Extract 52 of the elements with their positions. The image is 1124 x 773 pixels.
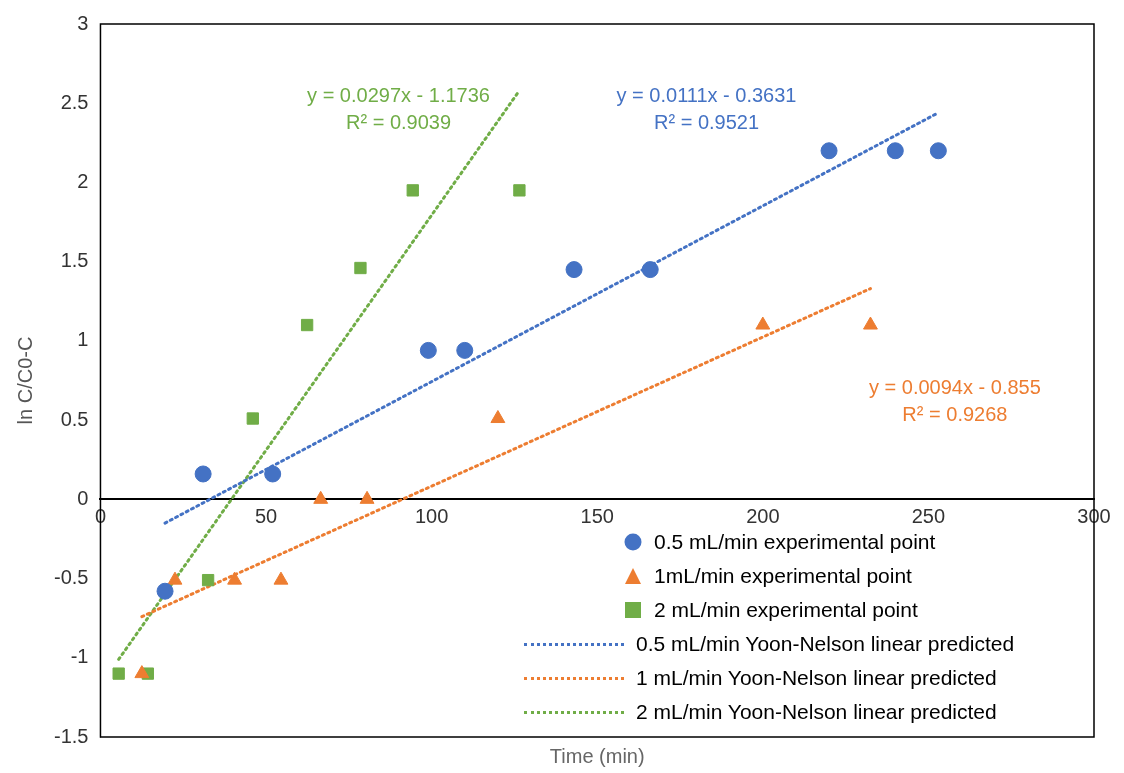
point <box>820 142 838 160</box>
legend-label: 1mL/min experimental point <box>654 564 912 588</box>
y-tick-label: 3 <box>77 11 89 34</box>
point <box>565 261 583 279</box>
point <box>359 490 375 504</box>
point <box>167 571 183 585</box>
annotation: y = 0.0111x - 0.3631 R² = 0.9521 <box>616 83 797 133</box>
legend-label: 2 mL/min Yoon-Nelson linear predicted <box>636 700 997 724</box>
annotation: y = 0.0094x - 0.855 R² = 0.9268 <box>869 375 1041 425</box>
point <box>456 341 474 359</box>
x-tick-label: 100 <box>414 504 449 527</box>
point <box>156 582 174 600</box>
point <box>134 665 150 679</box>
y-tick-label: 1.5 <box>60 249 89 272</box>
y-tick-label: 2 <box>77 169 89 192</box>
point <box>755 316 771 330</box>
point <box>513 184 526 197</box>
point <box>246 412 259 425</box>
y-axis-title: ln C/C0-C <box>13 336 36 425</box>
y-tick-label: 0.5 <box>60 407 89 430</box>
y-tick-label: 0 <box>77 486 89 509</box>
x-tick-label: 50 <box>254 504 278 527</box>
legend-label: 2 mL/min experimental point <box>654 598 918 622</box>
y-tick-label: -1.5 <box>53 724 89 747</box>
point <box>886 142 904 160</box>
point <box>490 410 506 424</box>
point <box>863 316 878 330</box>
point <box>112 667 125 680</box>
point <box>313 490 329 504</box>
legend-label: 0.5 mL/min Yoon-Nelson linear predicted <box>636 632 1015 656</box>
x-tick-label: 150 <box>580 504 614 527</box>
y-tick-label: -1 <box>70 645 89 668</box>
point <box>419 341 437 359</box>
point <box>300 318 314 332</box>
point <box>929 142 947 160</box>
legend-label: 1 mL/min Yoon-Nelson linear predicted <box>636 666 997 690</box>
point <box>641 261 659 279</box>
point <box>201 573 215 587</box>
annotation: y = 0.0297x - 1.1736 R² = 0.9039 <box>307 83 490 133</box>
x-axis-title: Time (min) <box>549 744 645 767</box>
point <box>194 465 212 483</box>
point <box>354 261 367 275</box>
y-tick-label: -0.5 <box>53 566 89 589</box>
y-tick-label: 1 <box>77 328 89 351</box>
legend-label: 0.5 mL/min experimental point <box>654 530 936 554</box>
point <box>264 465 282 483</box>
x-tick-label: 250 <box>911 504 946 527</box>
y-tick-label: 2.5 <box>60 90 89 113</box>
point <box>273 571 289 585</box>
point <box>227 571 243 585</box>
x-tick-label: 200 <box>746 504 780 527</box>
point <box>406 184 419 197</box>
